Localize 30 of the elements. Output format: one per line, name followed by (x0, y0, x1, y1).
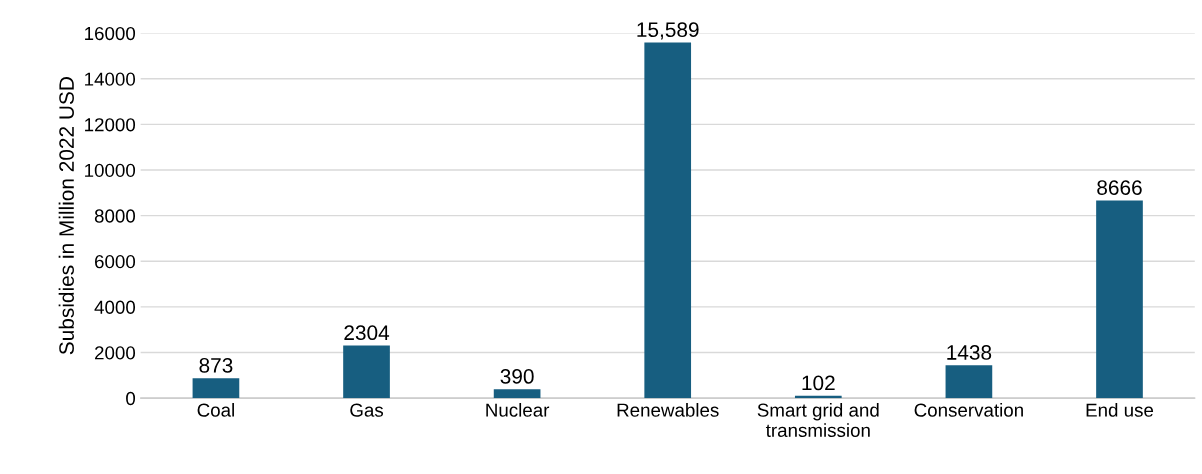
y-tick-label: 16000 (85, 26, 136, 41)
x-tick-label: Conservation (914, 403, 1023, 417)
data-label: 15,589 (637, 22, 699, 40)
bar (493, 389, 541, 399)
bar (1096, 200, 1143, 399)
data-label: 1438 (947, 345, 992, 360)
y-tick-label: 0 (126, 391, 136, 406)
bar (945, 365, 993, 399)
y-tick-label: 8000 (94, 209, 136, 223)
data-label: 8666 (1097, 180, 1142, 195)
bar (644, 42, 692, 399)
bar (192, 378, 240, 399)
x-tick-label: End use (1086, 403, 1154, 417)
data-label: 102 (802, 375, 835, 391)
x-tick-label: Renewables (617, 403, 719, 417)
y-tick-label: 10000 (85, 163, 136, 178)
data-label: 873 (199, 357, 233, 373)
bar (343, 345, 390, 399)
y-tick-label: 14000 (85, 72, 136, 86)
x-tick-label: Nuclear (486, 403, 550, 417)
data-label: 390 (500, 369, 534, 384)
x-tick-label: Coal (197, 403, 234, 417)
y-tick-label: 4000 (94, 300, 136, 314)
data-label: 2304 (344, 325, 390, 341)
x-tick-label: Gas (350, 403, 384, 417)
x-tick-label: Smart grid and transmission (757, 403, 879, 437)
y-tick-label: 12000 (85, 118, 136, 132)
y-tick-label: 2000 (95, 346, 136, 360)
y-tick-label: 6000 (95, 254, 136, 269)
y-axis-title: Subsidies in Million 2022 USD (58, 77, 74, 355)
